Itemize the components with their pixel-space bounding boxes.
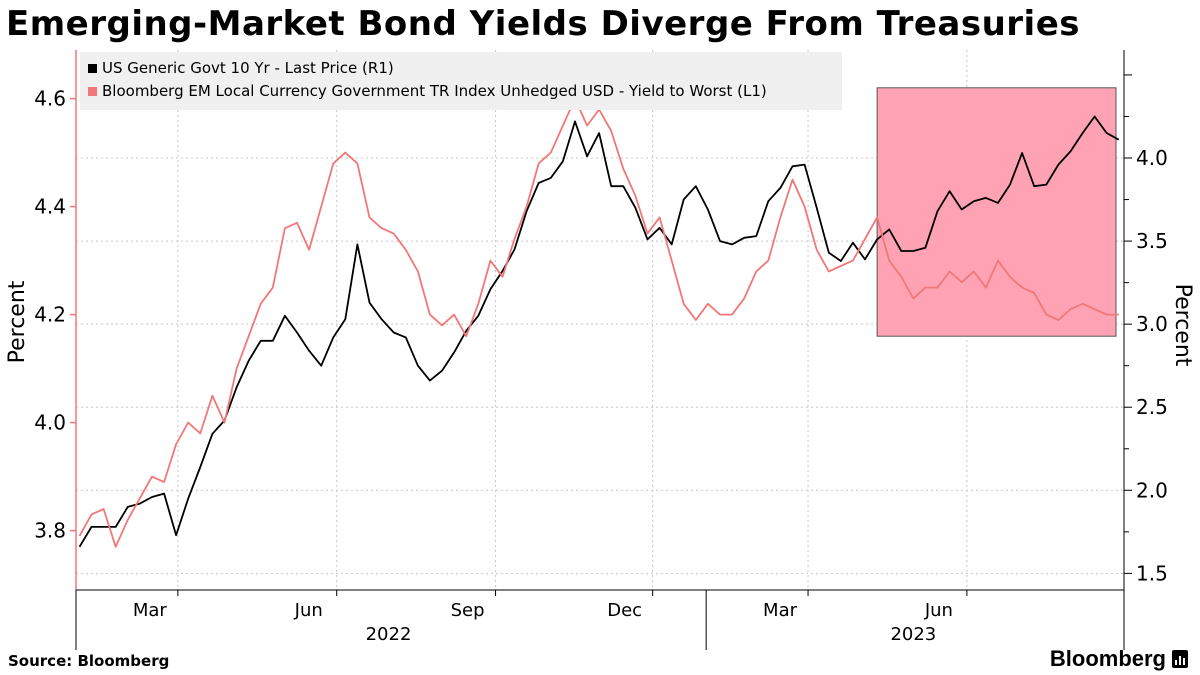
legend-swatch-em bbox=[88, 87, 97, 96]
right-tick-label: 3.5 bbox=[1136, 229, 1168, 253]
x-tick-label: Jun bbox=[294, 600, 323, 621]
us10y-line bbox=[78, 115, 1120, 548]
left-tick-label: 4.4 bbox=[34, 195, 66, 219]
right-tick-label: 4.0 bbox=[1136, 146, 1168, 170]
year-label: 2022 bbox=[366, 624, 412, 645]
bloomberg-terminal-icon bbox=[1172, 650, 1188, 668]
legend-background bbox=[80, 52, 842, 110]
year-label: 2023 bbox=[890, 624, 936, 645]
chart-title: Emerging-Market Bond Yields Diverge From… bbox=[6, 4, 1081, 44]
right-axis-label: Percent bbox=[1170, 284, 1195, 367]
brand-wordmark: Bloomberg bbox=[1049, 646, 1166, 671]
right-tick-label: 3.0 bbox=[1136, 312, 1168, 336]
source-note: Source: Bloomberg bbox=[8, 652, 170, 670]
right-tick-label: 2.0 bbox=[1136, 478, 1168, 502]
axes: 3.8 4.0 4.2 4.4 4.6 1.5 2.0 2.5 3.0 3.5 4.0 Mar Jun S… bbox=[34, 50, 1168, 650]
left-tick-label: 4.2 bbox=[34, 303, 66, 327]
x-tick-label: Sep bbox=[451, 600, 485, 621]
x-tick-label: Dec bbox=[607, 600, 642, 621]
legend-swatch-us10y bbox=[88, 64, 97, 73]
x-tick-label: Jun bbox=[924, 600, 953, 621]
right-tick-label: 1.5 bbox=[1136, 561, 1168, 585]
left-tick-label: 4.6 bbox=[34, 87, 66, 111]
brand-logo: Bloomberg bbox=[1050, 646, 1188, 672]
legend-label-us10y: US Generic Govt 10 Yr - Last Price (R1) bbox=[102, 59, 394, 77]
left-axis-label: Percent bbox=[5, 280, 30, 363]
x-tick-label: Mar bbox=[133, 600, 168, 621]
right-tick-label: 2.5 bbox=[1136, 395, 1168, 419]
legend: US Generic Govt 10 Yr - Last Price (R1) … bbox=[80, 52, 842, 110]
left-tick-label: 3.8 bbox=[34, 519, 66, 543]
legend-label-em: Bloomberg EM Local Currency Government T… bbox=[102, 82, 767, 100]
left-tick-label: 4.0 bbox=[34, 411, 66, 435]
x-tick-label: Mar bbox=[763, 600, 798, 621]
